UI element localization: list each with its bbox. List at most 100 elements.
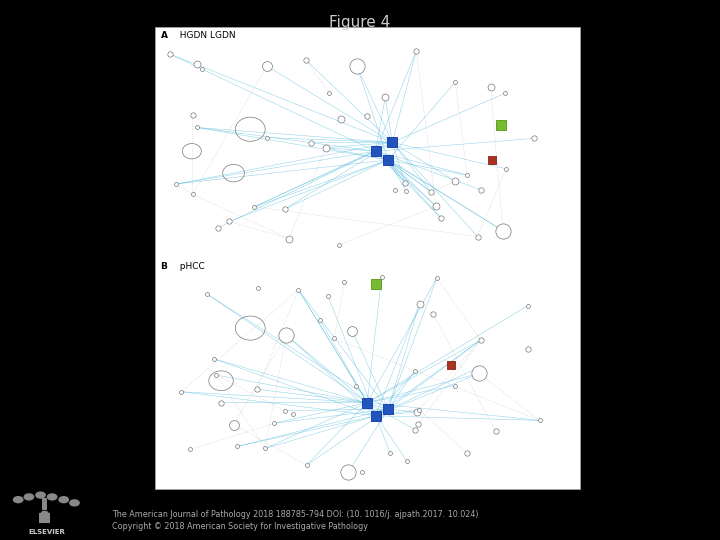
Point	[322, 292, 333, 300]
Text: B: B	[161, 261, 168, 271]
Point	[370, 280, 382, 288]
Point	[427, 309, 438, 318]
Point	[413, 405, 425, 414]
Point	[498, 226, 509, 235]
Bar	[42, 498, 48, 510]
Point	[522, 301, 534, 310]
Ellipse shape	[47, 493, 58, 501]
Text: Figure 4: Figure 4	[329, 15, 391, 30]
Ellipse shape	[58, 496, 69, 503]
Point	[490, 427, 501, 436]
Point	[320, 144, 331, 152]
Point	[197, 65, 208, 73]
Point	[343, 468, 354, 476]
Point	[208, 354, 220, 363]
Point	[461, 449, 472, 457]
Point	[184, 445, 196, 454]
Point	[462, 171, 473, 179]
Point	[187, 190, 199, 199]
Point	[251, 385, 263, 394]
Text: HGDN LGDN: HGDN LGDN	[174, 31, 235, 40]
Point	[411, 408, 423, 416]
Point	[449, 177, 461, 186]
Ellipse shape	[35, 491, 46, 499]
Point	[259, 444, 271, 453]
Point	[232, 442, 243, 451]
Point	[472, 364, 483, 373]
Point	[187, 110, 199, 119]
Point	[351, 62, 362, 70]
Point	[192, 59, 203, 68]
Point	[431, 274, 443, 282]
Point	[409, 426, 420, 434]
Text: Copyright © 2018 American Society for Investigative Pathology: Copyright © 2018 American Society for In…	[112, 522, 370, 531]
Point	[500, 89, 511, 97]
Point	[523, 345, 534, 353]
Point	[328, 334, 340, 343]
Ellipse shape	[69, 499, 80, 507]
Ellipse shape	[40, 511, 49, 516]
Point	[382, 156, 394, 164]
Point	[248, 202, 260, 211]
Point	[435, 213, 446, 222]
Point	[500, 165, 512, 173]
Point	[279, 406, 290, 415]
Point	[382, 405, 394, 414]
Point	[281, 330, 292, 339]
Point	[171, 180, 182, 188]
Point	[261, 62, 272, 70]
Point	[361, 112, 373, 120]
Point	[252, 284, 264, 292]
Text: ELSEVIER: ELSEVIER	[29, 529, 66, 535]
Point	[475, 336, 487, 345]
Point	[431, 202, 442, 211]
Point	[269, 419, 280, 428]
Point	[370, 147, 382, 156]
Point	[338, 278, 350, 287]
Text: pHCC: pHCC	[174, 261, 204, 271]
Point	[192, 123, 203, 132]
Point	[228, 421, 240, 429]
Ellipse shape	[13, 496, 24, 503]
Point	[210, 371, 222, 380]
Point	[361, 399, 373, 407]
Point	[449, 78, 461, 86]
Point	[261, 133, 273, 142]
Point	[176, 387, 187, 396]
Point	[164, 50, 176, 58]
Point	[476, 186, 487, 194]
Point	[387, 138, 398, 147]
Point	[336, 115, 347, 124]
Point	[472, 232, 483, 241]
Point	[400, 187, 412, 195]
Point	[413, 420, 424, 429]
Point	[323, 88, 335, 97]
Point	[487, 156, 498, 164]
Point	[201, 289, 212, 298]
Point	[474, 369, 485, 377]
Point	[389, 185, 400, 194]
Point	[485, 83, 496, 91]
Point	[301, 461, 312, 469]
Point	[347, 327, 359, 336]
Point	[401, 456, 413, 465]
Point	[212, 224, 223, 232]
Point	[414, 300, 426, 308]
Point	[350, 382, 361, 390]
Point	[283, 234, 294, 243]
Point	[306, 139, 318, 147]
Point	[333, 241, 344, 249]
Point	[287, 410, 298, 418]
Point	[315, 316, 326, 325]
Point	[410, 46, 422, 55]
Text: The American Journal of Pathology 2018 188785-794 DOI: (10. 1016/j. ajpath.2017.: The American Journal of Pathology 2018 1…	[112, 510, 478, 518]
Point	[495, 120, 507, 129]
Point	[223, 217, 235, 226]
Ellipse shape	[24, 493, 35, 501]
Point	[356, 468, 367, 476]
Point	[384, 449, 396, 457]
Text: A: A	[161, 31, 168, 40]
Point	[370, 411, 382, 420]
Point	[409, 367, 420, 375]
Point	[300, 56, 312, 64]
